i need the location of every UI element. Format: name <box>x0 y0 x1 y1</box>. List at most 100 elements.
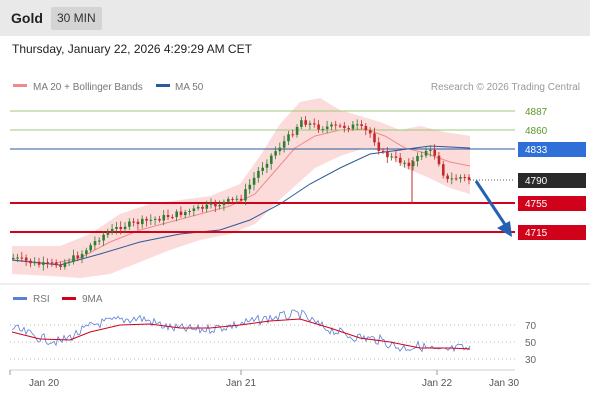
candle-body <box>55 262 58 266</box>
candle-body <box>407 162 411 167</box>
candle-body <box>50 262 54 264</box>
x-label-jan21: Jan 21 <box>226 378 256 389</box>
candle-body <box>171 217 174 219</box>
candle-body <box>59 265 62 267</box>
candle-body <box>403 162 406 164</box>
candle-body <box>235 198 239 200</box>
candle-body <box>261 167 264 171</box>
candle-body <box>158 218 161 221</box>
candle-body <box>304 120 307 125</box>
candle-body <box>244 189 247 201</box>
level-box-4833 <box>518 142 586 157</box>
rsi-line <box>11 309 471 353</box>
candle-body <box>308 123 312 125</box>
projection-arrow <box>474 180 508 227</box>
candle-body <box>149 219 153 221</box>
candle-body <box>188 210 191 213</box>
candle-body <box>196 206 200 209</box>
candle-body <box>141 218 144 225</box>
candle-body <box>98 240 101 242</box>
ma50-legend-label: MA 50 <box>175 82 204 93</box>
x-label-jan30: Jan 30 <box>489 378 519 389</box>
candle-body <box>368 130 372 134</box>
price-chart[interactable]: MA 20 + Bollinger Bands MA 50 Research ©… <box>0 36 590 400</box>
candle-body <box>239 198 243 201</box>
candle-body <box>291 134 295 136</box>
level-label-4833: 4833 <box>525 145 548 156</box>
candle-body <box>42 262 45 265</box>
candle-body <box>153 218 157 220</box>
rsi-ma-legend-label: 9MA <box>82 294 103 305</box>
candle-body <box>394 156 398 158</box>
candle-body <box>80 253 84 259</box>
ma50-legend-swatch <box>156 84 170 87</box>
ma20-legend-label: MA 20 + Bollinger Bands <box>33 82 143 93</box>
rsi-level-30: 30 <box>525 355 537 366</box>
instrument-title: Gold <box>11 10 43 26</box>
candle-body <box>450 178 454 180</box>
candle-body <box>300 120 303 127</box>
rsi-legend-label: RSI <box>33 294 50 305</box>
level-label-4860: 4860 <box>525 126 548 137</box>
candle-body <box>29 260 32 264</box>
candle-body <box>214 203 217 207</box>
candle-body <box>321 128 325 130</box>
candle-body <box>381 150 385 152</box>
candle-body <box>24 257 28 261</box>
candle-body <box>274 151 277 156</box>
chart-datetime: Thursday, January 22, 2026 4:29:29 AM CE… <box>12 42 252 56</box>
candle-body <box>429 149 432 151</box>
candle-body <box>317 124 320 130</box>
current-price-label: 4790 <box>525 176 548 187</box>
candle-body <box>106 232 110 235</box>
candle-body <box>128 221 131 227</box>
timeframe-badge[interactable]: 30 MIN <box>51 7 102 30</box>
candle-body <box>343 125 346 129</box>
candle-body <box>12 257 15 259</box>
candle-body <box>257 170 260 178</box>
candle-body <box>373 133 376 143</box>
candle-body <box>442 164 445 176</box>
candlestick-series <box>12 116 471 271</box>
current-price-box <box>518 173 586 188</box>
candle-body <box>334 124 338 126</box>
candle-body <box>248 184 252 190</box>
candle-body <box>175 211 178 218</box>
candle-body <box>390 156 393 158</box>
candle-body <box>63 262 67 267</box>
level-box-4755 <box>518 196 586 211</box>
candle-body <box>184 212 187 216</box>
ma20-line <box>11 128 471 265</box>
candle-body <box>166 215 170 218</box>
candle-body <box>325 126 329 129</box>
candle-body <box>16 257 19 259</box>
candle-body <box>351 124 355 129</box>
candle-body <box>356 124 359 126</box>
level-label-4887: 4887 <box>525 107 548 118</box>
candle-body <box>416 155 419 162</box>
candle-body <box>162 215 166 221</box>
candle-body <box>209 203 213 205</box>
candle-body <box>132 221 135 223</box>
candle-body <box>201 206 204 209</box>
candle-body <box>265 163 269 168</box>
candle-body <box>437 155 441 165</box>
candle-body <box>179 211 183 216</box>
candle-body <box>115 227 118 229</box>
projection-arrowhead <box>497 221 512 237</box>
candle-body <box>231 198 234 200</box>
candle-body <box>227 198 230 202</box>
header-bar: Gold 30 MIN <box>0 0 590 36</box>
rsi-ma-line <box>11 318 471 350</box>
candle-body <box>360 124 363 127</box>
candle-body <box>330 124 333 127</box>
ma20-legend-swatch <box>13 84 27 87</box>
candle-body <box>20 257 24 259</box>
candle-body <box>123 226 127 230</box>
candle-body <box>446 175 449 180</box>
candle-body <box>270 155 273 164</box>
level-label-4755: 4755 <box>525 199 548 210</box>
candle-body <box>145 218 148 221</box>
candle-body <box>347 128 350 130</box>
